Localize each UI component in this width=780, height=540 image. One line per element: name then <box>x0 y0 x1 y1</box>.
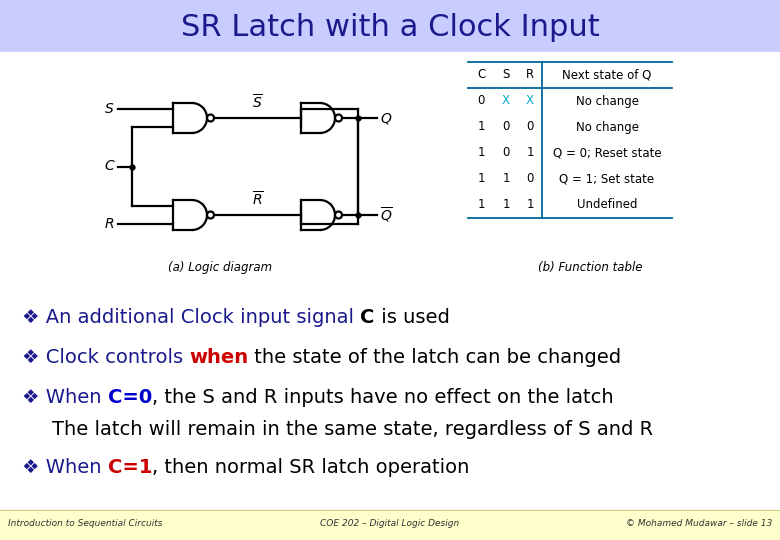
Circle shape <box>335 212 342 219</box>
Text: (b) Function table: (b) Function table <box>537 261 642 274</box>
Circle shape <box>335 114 342 122</box>
Text: No change: No change <box>576 120 639 133</box>
Text: 0: 0 <box>526 172 534 186</box>
Text: C=0: C=0 <box>108 388 152 407</box>
Text: X: X <box>526 94 534 107</box>
Text: S: S <box>502 69 509 82</box>
Text: ❖ When: ❖ When <box>22 388 108 407</box>
Text: C: C <box>105 159 114 173</box>
Text: ❖ An additional Clock input signal: ❖ An additional Clock input signal <box>22 308 360 327</box>
Text: C: C <box>360 308 374 327</box>
Text: 1: 1 <box>526 199 534 212</box>
Text: Undefined: Undefined <box>576 199 637 212</box>
Text: C: C <box>477 69 485 82</box>
Text: SR Latch with a Clock Input: SR Latch with a Clock Input <box>181 14 599 43</box>
Text: Next state of Q: Next state of Q <box>562 69 651 82</box>
Text: $\overline{R}$: $\overline{R}$ <box>252 190 264 208</box>
Text: 0: 0 <box>477 94 484 107</box>
Bar <box>0 510 780 540</box>
Text: 0: 0 <box>502 146 509 159</box>
Circle shape <box>207 212 214 219</box>
Text: 1: 1 <box>526 146 534 159</box>
Text: R: R <box>526 69 534 82</box>
Text: 1: 1 <box>502 199 510 212</box>
Text: 1: 1 <box>477 199 484 212</box>
Text: C=1: C=1 <box>108 458 152 477</box>
Text: is used: is used <box>374 308 449 327</box>
Text: 1: 1 <box>477 172 484 186</box>
Text: 1: 1 <box>477 146 484 159</box>
Text: X: X <box>502 94 510 107</box>
Text: 0: 0 <box>502 120 509 133</box>
Text: The latch will remain in the same state, regardless of S and R: The latch will remain in the same state,… <box>52 420 653 439</box>
Bar <box>0 52 780 510</box>
Text: (a) Logic diagram: (a) Logic diagram <box>168 261 272 274</box>
Text: Q = 0; Reset state: Q = 0; Reset state <box>553 146 661 159</box>
Circle shape <box>207 114 214 122</box>
Text: $\overline{Q}$: $\overline{Q}$ <box>380 205 393 225</box>
Text: COE 202 – Digital Logic Design: COE 202 – Digital Logic Design <box>321 519 459 529</box>
Text: Introduction to Sequential Circuits: Introduction to Sequential Circuits <box>8 519 162 529</box>
Bar <box>0 0 780 52</box>
Text: © Mohamed Mudawar – slide 13: © Mohamed Mudawar – slide 13 <box>626 519 772 529</box>
Text: ❖ When: ❖ When <box>22 458 108 477</box>
Text: R: R <box>105 217 114 231</box>
Text: , the S and R inputs have no effect on the latch: , the S and R inputs have no effect on t… <box>152 388 614 407</box>
Text: the state of the latch can be changed: the state of the latch can be changed <box>249 348 622 367</box>
Text: No change: No change <box>576 94 639 107</box>
Text: ❖ Clock controls: ❖ Clock controls <box>22 348 190 367</box>
Text: when: when <box>190 348 249 367</box>
Text: 1: 1 <box>477 120 484 133</box>
Text: $\overline{S}$: $\overline{S}$ <box>252 93 263 111</box>
Text: S: S <box>105 102 114 116</box>
Text: , then normal SR latch operation: , then normal SR latch operation <box>152 458 470 477</box>
Text: 0: 0 <box>526 120 534 133</box>
Text: Q = 1; Set state: Q = 1; Set state <box>559 172 654 186</box>
Text: Q: Q <box>380 111 391 125</box>
Text: 1: 1 <box>502 172 510 186</box>
